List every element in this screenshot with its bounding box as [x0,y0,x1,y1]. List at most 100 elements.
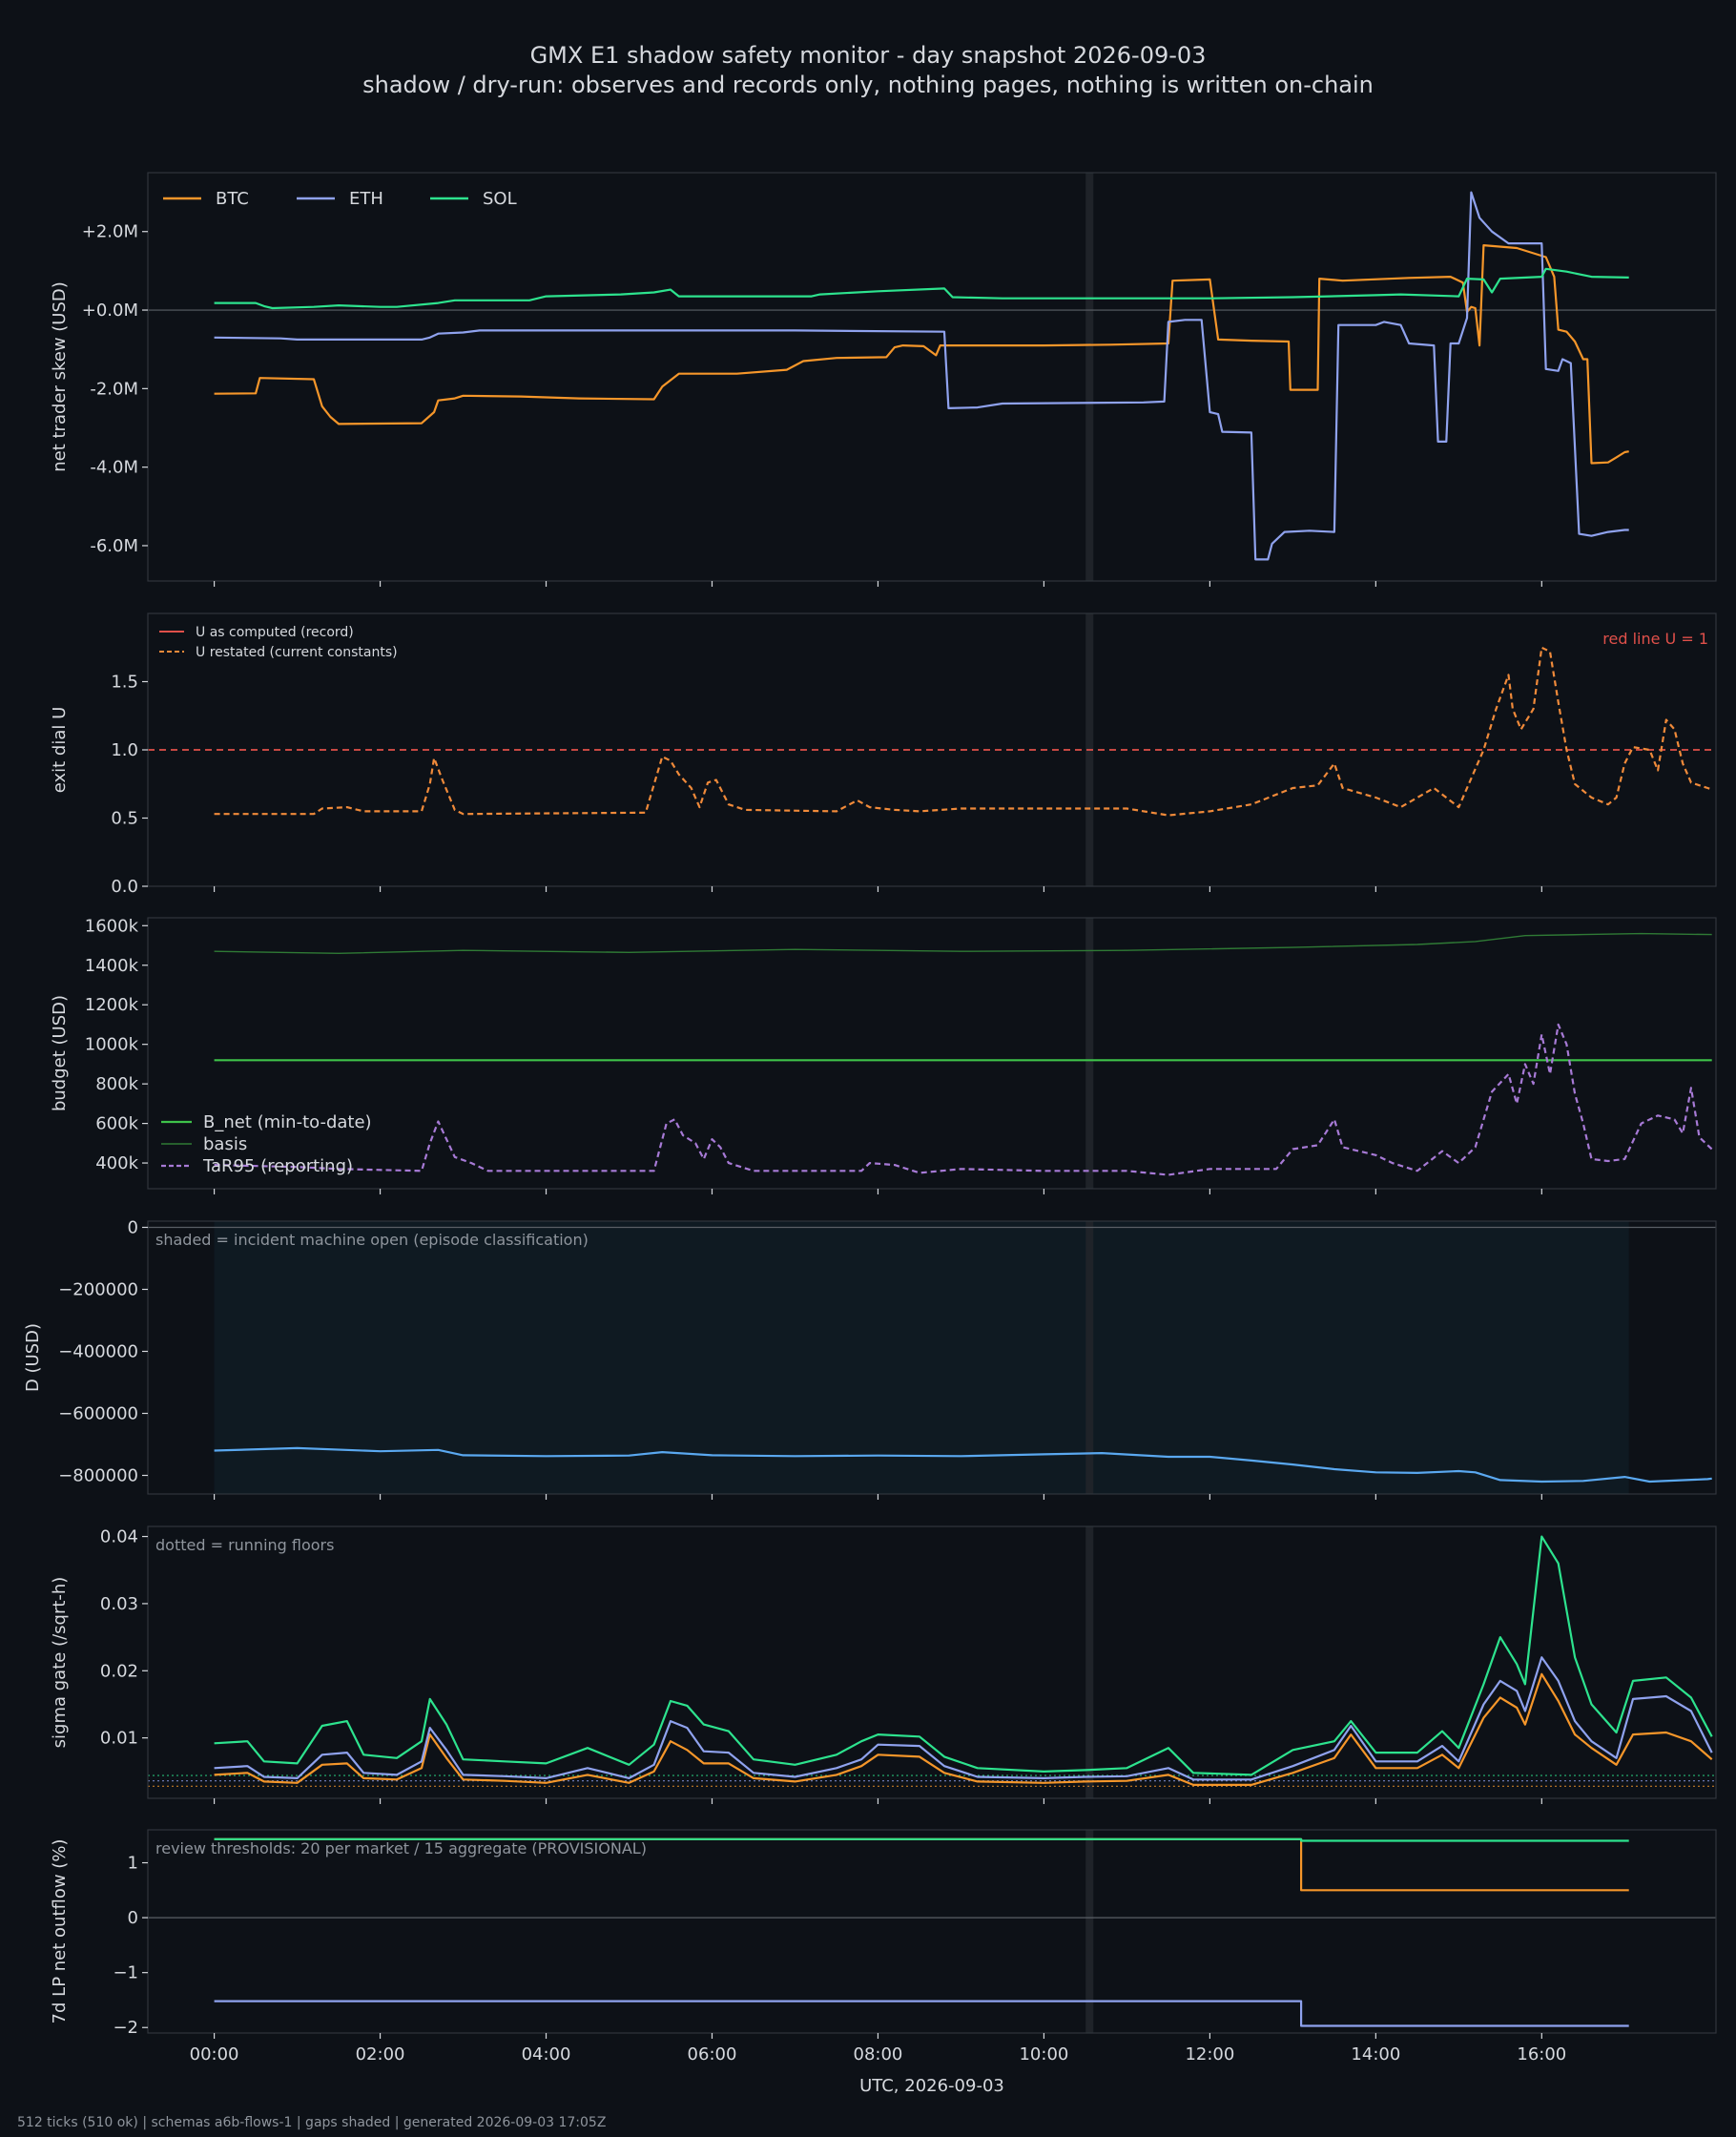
legend-label: ETH [349,189,383,209]
y-tick-label: +0.0M [82,301,138,321]
y-tick-label: −1 [113,1963,138,1983]
legend-label: SOL [483,189,517,209]
y-tick-label: 1.0 [111,740,138,760]
legend-label: U as computed (record) [196,625,354,640]
x-tick-label: 16:00 [1517,2044,1566,2064]
y-axis-label: budget (USD) [50,995,70,1111]
y-tick-label: −200000 [58,1280,138,1300]
series-line-d [214,1446,1712,1483]
legend-label: BTC [216,189,249,209]
panel-2: red line U = 1 0.0 0.5 1.0 1.5 exit dial U U a… [50,612,1717,897]
panel-frame [147,1525,1717,1799]
panel-frame [147,172,1717,582]
gap-band [1085,1830,1094,2033]
y-tick-label: 1000k [85,1035,139,1055]
x-tick-label: 00:00 [190,2044,239,2064]
series-group [214,191,1629,561]
legend-label: TaR95 (reporting) [202,1156,353,1176]
x-tick-label: 12:00 [1185,2044,1234,2064]
panel-3: 400k 600k 800k 1000k 1200k 1400k 1600k budget (… [50,916,1717,1194]
panel-background [148,1830,1716,2033]
y-tick-label: -6.0M [90,536,138,556]
x-tick-label: 06:00 [688,2044,737,2064]
y-tick-label: −2 [113,2018,138,2038]
legend-label: basis [203,1134,247,1154]
y-tick-label: 600k [95,1114,138,1134]
series-group [214,932,1713,1176]
y-tick-label: 1200k [85,995,139,1015]
y-tick-label: -4.0M [90,458,138,478]
series-line-sol [214,267,1629,310]
panel-frame [147,1829,1717,2034]
gap-band [1085,918,1094,1189]
footer-status: 512 ticks (510 ok) | schemas a6b-flows-1… [17,2115,606,2130]
panel-4: 0 −200000 −400000 −600000 −800000 D (USD) shad… [23,1218,1717,1500]
x-tick-label: 02:00 [356,2044,405,2064]
series-line-basis [214,932,1712,954]
series-group [214,1535,1713,1786]
y-tick-label: 800k [95,1074,138,1094]
series-line-btc [214,244,1629,465]
y-tick-label: 0.01 [100,1729,138,1749]
series-line-sol [214,1837,1629,1842]
series-line-eth [214,1656,1713,1781]
panel-background [148,173,1716,581]
y-tick-label: 1 [128,1854,138,1874]
y-tick-label: −800000 [58,1466,138,1486]
y-tick-label: +2.0M [82,222,138,242]
y-tick-label: −400000 [58,1342,138,1362]
panels: +2.0M +0.0M -2.0M -4.0M -6.0M net trader skew… [23,172,1717,2064]
y-tick-label: 0.0 [111,877,138,897]
series-line-eth [214,191,1629,561]
y-tick-label: 0.5 [111,809,138,829]
series-group [214,1837,1629,2027]
panel-5: 0.01 0.02 0.03 0.04 sigma gate (/sqrt-h) dott… [50,1525,1717,1804]
series-line-tar95-reporting- [214,1023,1713,1176]
y-tick-label: 1400k [85,956,139,976]
gap-band [1085,1221,1094,1494]
y-tick-label: 400k [95,1153,138,1173]
chart-title: GMX E1 shadow safety monitor - day snaps… [530,42,1207,69]
legend-label: U restated (current constants) [196,645,398,660]
x-axis-label: UTC, 2026-09-03 [859,2076,1004,2096]
panel-frame [147,1220,1717,1495]
y-tick-label: 0 [128,1218,138,1238]
incident-shade [214,1221,1629,1494]
y-axis-label: 7d LP net outflow (%) [50,1839,70,2024]
y-tick-label: 0 [128,1908,138,1928]
panel-background [148,1526,1716,1798]
y-tick-label: 0.03 [100,1594,138,1614]
y-tick-label: -2.0M [90,379,138,399]
x-tick-label: 14:00 [1351,2044,1400,2064]
y-tick-label: 1.5 [111,673,138,693]
y-tick-label: −600000 [58,1404,138,1424]
y-axis-label: D (USD) [23,1323,43,1392]
legend-label: B_net (min-to-date) [203,1112,372,1132]
red-line-label: red line U = 1 [1602,630,1708,648]
panel-6: 1 0 −1 −2 00:00 02:00 04:00 06:00 08:00 10:00 12:0… [50,1829,1717,2064]
y-axis-label: net trader skew (USD) [50,281,70,472]
gap-band [1085,173,1094,581]
gap-band [1085,1526,1094,1798]
x-tick-label: 08:00 [854,2044,903,2064]
y-axis-label: sigma gate (/sqrt-h) [50,1577,70,1749]
series-line-sol [214,1535,1713,1776]
series-group [214,646,1713,817]
y-tick-label: 0.02 [100,1661,138,1681]
y-axis-label: exit dial U [50,707,70,794]
panel-annotation: review thresholds: 20 per market / 15 ag… [155,1839,647,1857]
series-line-eth [214,2000,1629,2027]
panel-annotation: dotted = running floors [155,1536,334,1554]
panel-frame [147,917,1717,1190]
chart-subtitle: shadow / dry-run: observes and records o… [362,72,1374,98]
y-tick-label: 1600k [85,916,139,936]
series-group [214,1446,1712,1483]
series-line-btc [214,1672,1713,1786]
panel-annotation: shaded = incident machine open (episode … [155,1231,589,1249]
panel-1: +2.0M +0.0M -2.0M -4.0M -6.0M net trader skew… [50,172,1717,587]
y-tick-label: 0.04 [100,1527,138,1547]
x-tick-label: 10:00 [1019,2044,1068,2064]
panel-background [148,918,1716,1189]
x-tick-label: 04:00 [522,2044,571,2064]
